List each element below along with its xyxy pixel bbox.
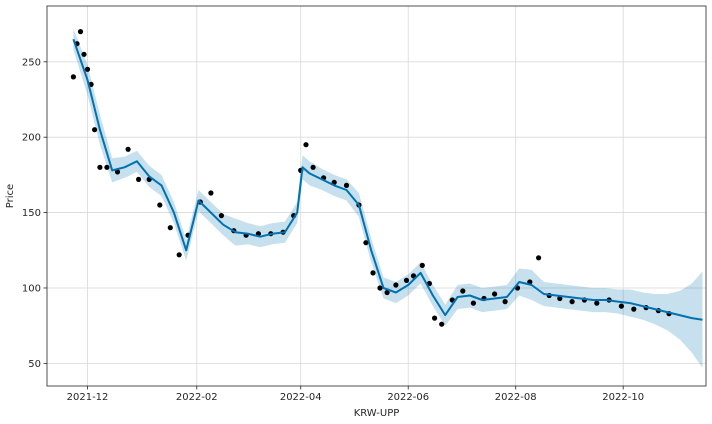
observed-point (536, 255, 542, 261)
y-tick-label: 200 (22, 133, 41, 144)
y-tick-label: 250 (22, 57, 41, 68)
forecast-line-layer (72, 38, 703, 321)
observed-point (502, 299, 508, 305)
y-tick-label: 150 (22, 208, 41, 219)
x-axis-label: KRW-UPP (354, 408, 400, 419)
observed-point (114, 169, 121, 175)
observed-point (208, 190, 214, 196)
observed-point (84, 66, 91, 72)
observed-point (104, 164, 110, 170)
observed-point (167, 225, 173, 231)
observed-point (594, 300, 600, 306)
observed-point (439, 321, 445, 327)
observed-point (125, 146, 131, 152)
observed-point (343, 182, 350, 188)
observed-point (157, 202, 163, 208)
x-tick-label: 2021-12 (67, 392, 109, 403)
observed-point (363, 240, 369, 246)
forecast-line (72, 38, 703, 321)
observed-point (92, 127, 98, 133)
x-tick-label: 2022-08 (495, 392, 537, 403)
observed-point (419, 262, 425, 268)
grid-lines (47, 6, 706, 386)
observed-point (492, 291, 498, 297)
observed-point (460, 288, 466, 294)
observed-point (310, 164, 316, 170)
observed-point (81, 51, 87, 57)
observed-point (403, 277, 410, 283)
x-tick-label: 2022-04 (280, 392, 322, 403)
observed-point (618, 303, 625, 309)
observed-point (97, 164, 103, 170)
x-tick-label: 2022-02 (176, 392, 218, 403)
observed-point (370, 270, 376, 276)
observed-point (393, 282, 399, 288)
observed-point (631, 306, 637, 312)
observed-point (176, 252, 182, 258)
observed-point (384, 289, 390, 296)
observed-point (569, 299, 575, 305)
observed-point (377, 285, 383, 291)
observed-point (470, 300, 476, 306)
y-tick-label: 100 (22, 283, 41, 294)
uncertainty-band (73, 28, 703, 368)
observed-point (70, 74, 76, 80)
x-tick-label: 2022-06 (387, 392, 429, 403)
observed-point (136, 176, 142, 182)
y-tick-label: 50 (28, 359, 41, 370)
uncertainty-band-layer (73, 28, 703, 368)
axis-ticks: 2021-12 2022-02 2022-04 2022-06 2022-08 2022-… (22, 57, 644, 403)
x-tick-label: 2022-10 (602, 392, 644, 403)
observed-point (77, 29, 84, 35)
observed-point (557, 295, 563, 302)
plot-area-frame (46, 5, 707, 387)
observed-point (218, 213, 224, 219)
observed-point (432, 315, 438, 321)
y-axis-label: Price (5, 184, 16, 208)
observed-point (303, 142, 309, 148)
